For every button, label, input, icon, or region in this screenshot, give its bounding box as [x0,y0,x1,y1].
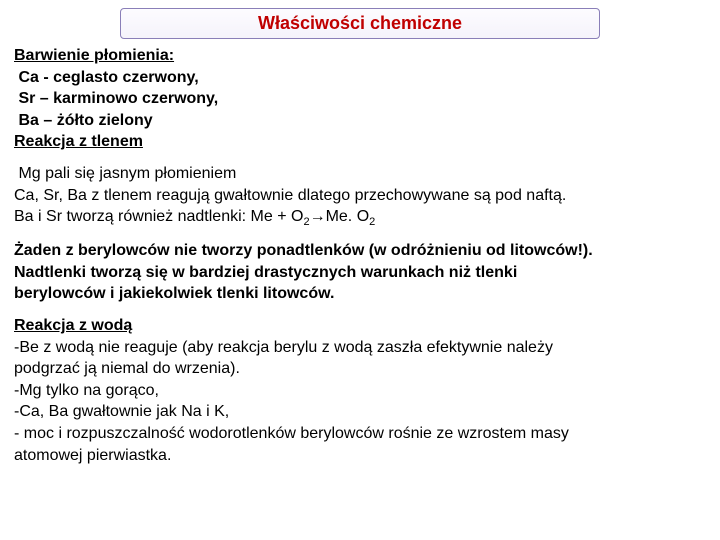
line-w3: -Mg tylko na gorąco, [14,380,706,402]
sub-2b: 2 [369,216,375,228]
line-p1: Żaden z berylowców nie tworzy ponadtlenk… [14,240,706,262]
line-w1: -Be z wodą nie reaguje (aby reakcja bery… [14,337,706,359]
line-ba: Ba – żółto zielony [14,110,706,132]
line-w4: -Ca, Ba gwałtownie jak Na i K, [14,401,706,423]
heading-reakcja-woda: Reakcja z wodą [14,315,706,337]
line-casr: Ca, Sr, Ba z tlenem reagują gwałtownie d… [14,185,706,207]
line-sr: Sr – karminowo czerwony, [14,88,706,110]
line-p2: Nadtlenki tworzą się w bardziej drastycz… [14,262,706,284]
section-oxygen-reaction: Mg pali się jasnym płomieniem Ca, Sr, Ba… [14,163,706,230]
title-text: Właściwości chemiczne [258,13,462,33]
line-basr: Ba i Sr tworzą również nadtlenki: Me + O… [14,206,706,230]
heading-reakcja-tlenem: Reakcja z tlenem [14,131,706,153]
title-box: Właściwości chemiczne [120,8,600,39]
text-part-a: Ba i Sr tworzą również nadtlenki: Me + O [14,208,303,225]
text-part-b: →Me. O [310,208,370,225]
line-w2: podgrzać ją niemal do wrzenia). [14,358,706,380]
section-flame-color: Barwienie płomienia: Ca - ceglasto czerw… [14,45,706,153]
line-mg: Mg pali się jasnym płomieniem [14,163,706,185]
section-peroxides: Żaden z berylowców nie tworzy ponadtlenk… [14,240,706,305]
line-ca: Ca - ceglasto czerwony, [14,67,706,89]
line-w6: atomowej pierwiastka. [14,445,706,467]
line-w5: - moc i rozpuszczalność wodorotlenków be… [14,423,706,445]
line-p3: berylowców i jakiekolwiek tlenki litowcó… [14,283,706,305]
section-water-reaction: Reakcja z wodą -Be z wodą nie reaguje (a… [14,315,706,466]
heading-barwienie: Barwienie płomienia: [14,45,706,67]
